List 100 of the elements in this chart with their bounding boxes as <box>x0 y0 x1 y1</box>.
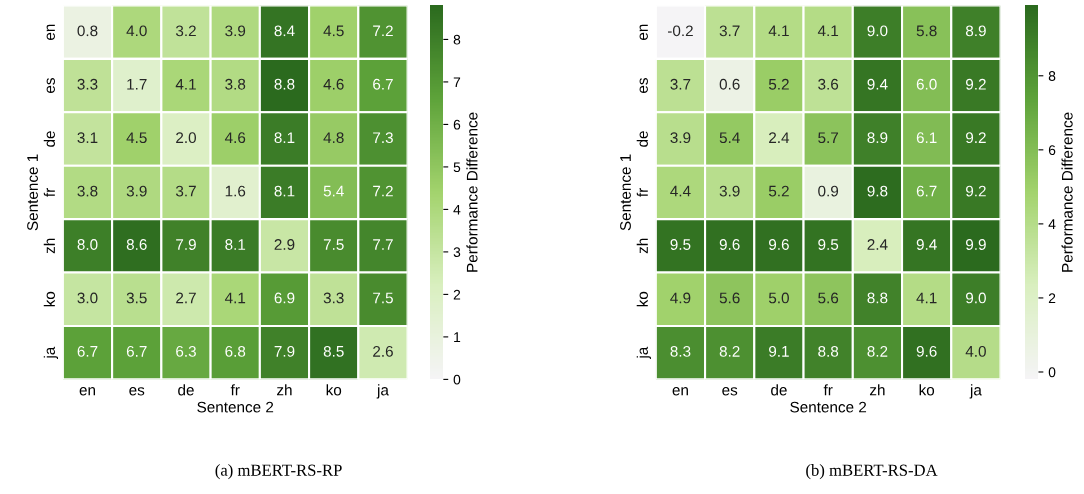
data-label: 9.5 <box>670 239 691 250</box>
color-bar-label: 7 <box>453 77 461 87</box>
y-tick-label: zh <box>636 238 648 254</box>
color-bar-label: 6 <box>1048 145 1056 155</box>
color-bar-title: Performance Difference <box>1061 112 1073 272</box>
data-label: 5.6 <box>719 292 740 304</box>
data-label: 4.6 <box>323 78 344 90</box>
y-tick-label: en <box>639 24 648 40</box>
data-label: 4.4 <box>670 185 691 197</box>
x-tick-label: zh <box>869 384 885 396</box>
x-tick-label: ja <box>969 384 982 399</box>
data-label: 3.3 <box>323 292 344 304</box>
y-tick-label: en <box>46 24 55 40</box>
data-label: 8.1 <box>225 239 246 250</box>
color-bar-label: 8 <box>453 34 461 45</box>
data-label: 4.8 <box>323 132 344 144</box>
data-label: 7.9 <box>274 345 295 357</box>
y-tick-label: de <box>636 131 648 147</box>
data-label: 2.4 <box>867 239 888 250</box>
data-label: 8.1 <box>274 185 295 197</box>
data-label: 6.3 <box>176 345 196 357</box>
data-label: 3.7 <box>670 78 691 90</box>
data-label: 2.4 <box>769 132 790 143</box>
data-label: 8.2 <box>867 345 888 357</box>
data-label: 9.4 <box>867 78 888 90</box>
x-tick-label: fr <box>823 384 833 396</box>
y-tick-label: de <box>43 131 55 147</box>
y-axis-title: Sentence 1 <box>620 154 631 231</box>
data-label: 8.6 <box>126 239 147 250</box>
data-label: 4.5 <box>323 25 344 37</box>
data-label: 3.9 <box>126 185 147 197</box>
data-label: 6.9 <box>274 292 295 304</box>
x-tick-label: ko <box>919 384 935 396</box>
data-label: 8.4 <box>274 25 295 37</box>
x-axis-title: Sentence 2 <box>197 401 274 413</box>
y-tick-label: ja <box>636 346 651 359</box>
x-tick-label: en <box>672 387 688 396</box>
data-label: 6.0 <box>916 78 937 90</box>
x-tick-label: fr <box>230 384 240 396</box>
data-label: 9.6 <box>719 239 740 250</box>
data-label: 9.5 <box>818 239 839 250</box>
data-label: 6.7 <box>373 78 393 90</box>
data-label: 7.5 <box>373 292 393 304</box>
data-label: 8.8 <box>867 292 888 304</box>
data-label: 3.1 <box>77 132 98 144</box>
data-label: 5.2 <box>768 78 789 90</box>
color-bar-label: 5 <box>453 162 461 173</box>
text: (a) mBERT-RS-RP <box>215 464 342 480</box>
x-tick-label: de <box>771 384 787 396</box>
data-label: 2.7 <box>176 292 196 304</box>
color-bar-label: 4 <box>1048 219 1056 229</box>
data-label: 6.7 <box>77 345 98 357</box>
data-label: 6.8 <box>225 345 246 357</box>
data-label: 5.0 <box>768 292 789 304</box>
data-label: 4.1 <box>817 25 839 37</box>
color-bar-label: 0 <box>1048 367 1056 378</box>
color-bar-label: 3 <box>453 247 461 258</box>
data-label: 9.0 <box>867 25 888 37</box>
data-label: 9.8 <box>867 185 888 197</box>
data-label: 9.2 <box>966 132 986 144</box>
data-label: 7.3 <box>373 132 393 144</box>
y-tick-label: zh <box>43 238 55 254</box>
data-label: 1.7 <box>127 79 147 90</box>
data-label: 9.1 <box>769 345 789 357</box>
data-label: 5.2 <box>768 185 789 197</box>
data-label: 4.0 <box>126 25 147 37</box>
x-axis-title: Sentence 2 <box>790 401 867 413</box>
color-bar-label: 1 <box>454 332 461 342</box>
data-label: 9.4 <box>916 239 937 250</box>
color-bar-label: 4 <box>453 204 461 215</box>
x-tick-label: de <box>178 384 194 396</box>
data-label: 9.9 <box>966 239 986 250</box>
data-label: 4.0 <box>965 345 986 357</box>
data-label: 2.0 <box>176 132 197 144</box>
x-tick-label: zh <box>277 384 292 396</box>
data-label: 8.5 <box>323 345 344 357</box>
data-label: 1.6 <box>225 185 246 197</box>
data-label: 9.2 <box>966 185 986 197</box>
data-label: 9.6 <box>769 239 789 250</box>
data-label: 4.1 <box>224 292 246 304</box>
data-label: 5.4 <box>719 132 740 144</box>
data-label: 0.8 <box>77 25 98 37</box>
y-tick-label: ko <box>43 291 55 307</box>
data-label: 8.1 <box>274 132 295 144</box>
data-label: 6.7 <box>916 185 937 197</box>
data-label: 6.1 <box>916 132 937 144</box>
data-label: 3.9 <box>670 132 691 144</box>
data-label: 5.6 <box>818 292 839 304</box>
data-label: 7.2 <box>373 25 393 37</box>
data-label: 3.9 <box>719 185 740 197</box>
data-label: 7.2 <box>373 185 393 197</box>
data-label: -0.2 <box>667 25 693 37</box>
data-label: 5.8 <box>916 25 937 37</box>
y-tick-label: ko <box>636 291 648 307</box>
color-bar-title: Performance Difference <box>466 112 478 272</box>
data-label: 3.0 <box>77 292 98 304</box>
data-label: 2.6 <box>373 345 393 357</box>
color-bar-label: 2 <box>453 289 461 300</box>
data-label: 4.9 <box>670 292 691 304</box>
data-label: 6.7 <box>126 345 147 357</box>
